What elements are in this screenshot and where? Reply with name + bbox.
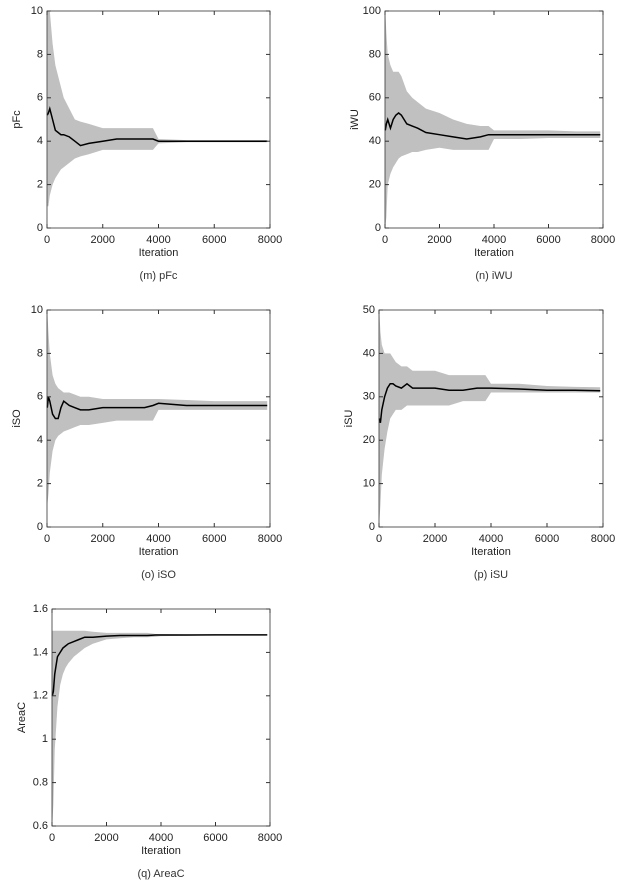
x-axis-label: Iteration <box>474 247 514 259</box>
x-tick-label: 8000 <box>258 533 282 545</box>
y-tick-label: 1 <box>42 733 48 745</box>
y-axis-label: iSU <box>343 410 355 428</box>
y-axis-label: iWU <box>349 109 361 130</box>
x-tick-label: 0 <box>49 832 55 844</box>
x-tick-label: 0 <box>44 234 50 246</box>
y-tick-label: 0 <box>37 222 43 234</box>
x-axis-label: Iteration <box>141 845 181 857</box>
y-tick-label: 1.6 <box>33 603 48 615</box>
x-tick-label: 6000 <box>203 832 227 844</box>
y-tick-label: 1.4 <box>33 646 48 658</box>
y-tick-label: 4 <box>37 434 43 446</box>
x-tick-label: 2000 <box>423 533 447 545</box>
y-tick-label: 6 <box>37 92 43 104</box>
mean-line <box>46 396 268 420</box>
x-tick-label: 6000 <box>202 234 226 246</box>
caption: (m) pFc <box>140 270 178 282</box>
x-tick-label: 6000 <box>536 234 560 246</box>
x-tick-label: 8000 <box>591 234 615 246</box>
x-tick-label: 4000 <box>482 234 506 246</box>
y-tick-label: 0 <box>375 222 381 234</box>
y-tick-label: 0 <box>37 521 43 533</box>
x-tick-label: 2000 <box>94 832 118 844</box>
x-tick-label: 8000 <box>258 832 282 844</box>
y-axis-label: AreaC <box>16 702 28 733</box>
confidence-band <box>379 310 601 523</box>
x-tick-label: 4000 <box>146 533 170 545</box>
x-tick-label: 2000 <box>427 234 451 246</box>
y-axis-label: iSO <box>11 409 23 428</box>
y-tick-label: 0.6 <box>33 820 48 832</box>
x-tick-label: 0 <box>44 533 50 545</box>
x-tick-label: 4000 <box>479 533 503 545</box>
y-tick-label: 20 <box>363 434 375 446</box>
x-axis-label: Iteration <box>471 546 511 558</box>
y-tick-label: 60 <box>369 92 381 104</box>
mean-line <box>51 634 268 696</box>
x-tick-label: 0 <box>382 234 388 246</box>
confidence-band <box>47 11 268 207</box>
mean-line <box>384 112 601 140</box>
caption: (o) iSO <box>141 569 176 581</box>
y-tick-label: 8 <box>37 347 43 359</box>
y-axis-label: pFc <box>11 110 23 129</box>
x-tick-label: 2000 <box>91 234 115 246</box>
x-axis-label: Iteration <box>139 247 179 259</box>
y-tick-label: 20 <box>369 179 381 191</box>
x-tick-label: 8000 <box>591 533 615 545</box>
confidence-band <box>52 630 268 826</box>
y-tick-label: 50 <box>363 304 375 316</box>
y-tick-label: 10 <box>31 5 43 17</box>
plot-frame <box>378 309 604 528</box>
y-tick-label: 100 <box>363 5 381 17</box>
y-tick-label: 4 <box>37 135 43 147</box>
y-tick-label: 2 <box>37 179 43 191</box>
plot-frame <box>46 10 271 229</box>
x-tick-label: 4000 <box>146 234 170 246</box>
x-tick-label: 4000 <box>149 832 173 844</box>
x-tick-label: 6000 <box>202 533 226 545</box>
y-tick-label: 40 <box>369 135 381 147</box>
x-tick-label: 0 <box>376 533 382 545</box>
mean-line <box>378 382 601 424</box>
x-tick-label: 6000 <box>535 533 559 545</box>
caption: (p) iSU <box>474 569 508 581</box>
y-tick-label: 40 <box>363 347 375 359</box>
y-tick-label: 30 <box>363 391 375 403</box>
y-tick-label: 1.2 <box>33 690 48 702</box>
y-tick-label: 80 <box>369 48 381 60</box>
y-tick-label: 6 <box>37 391 43 403</box>
confidence-band <box>47 310 268 506</box>
y-tick-label: 2 <box>37 478 43 490</box>
x-tick-label: 2000 <box>91 533 115 545</box>
y-tick-label: 10 <box>363 478 375 490</box>
x-axis-label: Iteration <box>139 546 179 558</box>
confidence-band <box>385 11 601 228</box>
mean-line <box>46 105 268 147</box>
caption: (n) iWU <box>475 270 512 282</box>
y-tick-label: 10 <box>31 304 43 316</box>
y-tick-label: 8 <box>37 48 43 60</box>
y-tick-label: 0.8 <box>33 777 48 789</box>
y-tick-label: 0 <box>369 521 375 533</box>
x-tick-label: 8000 <box>258 234 282 246</box>
caption: (q) AreaC <box>137 868 184 880</box>
